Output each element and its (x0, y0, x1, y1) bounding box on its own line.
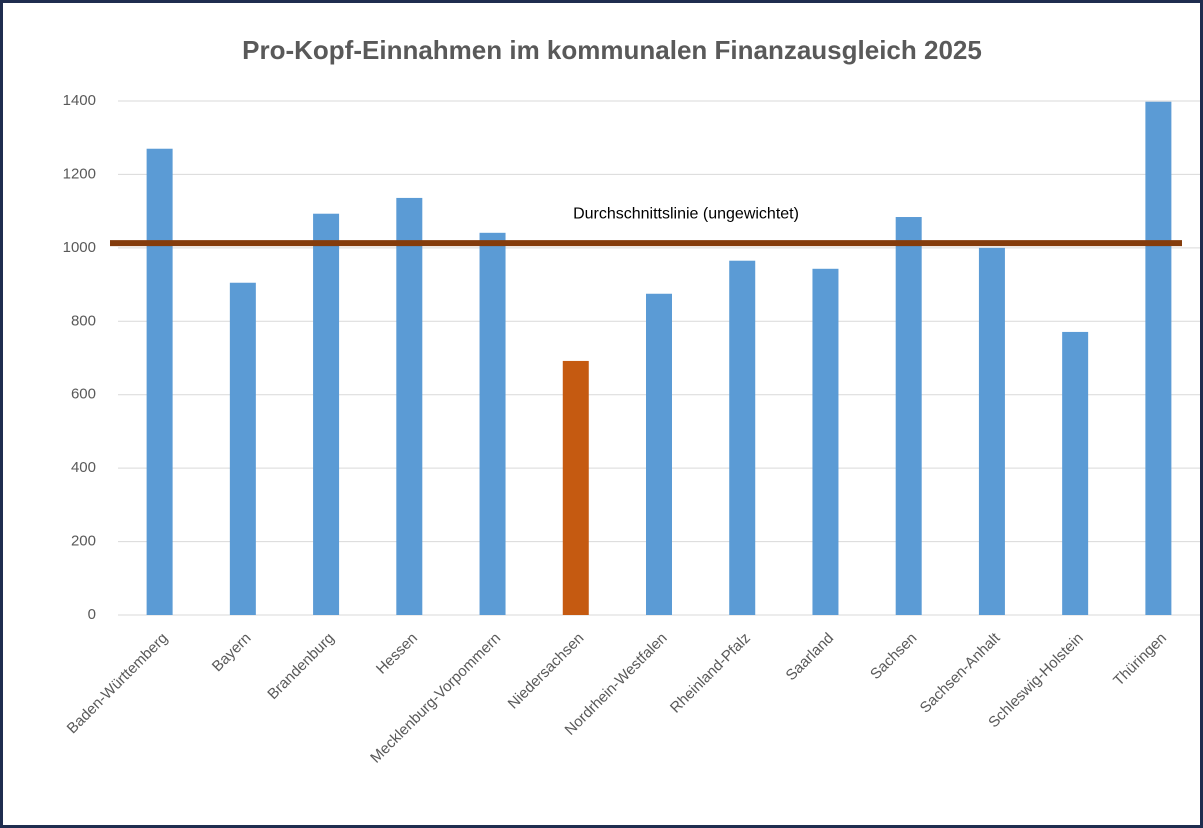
bar (729, 260, 756, 615)
y-tick-label: 600 (71, 386, 96, 403)
bar (646, 293, 672, 615)
y-tick-label: 200 (71, 533, 96, 550)
chart-title: Pro-Kopf-Einnahmen im kommunalen Finanza… (242, 35, 982, 65)
bar (396, 197, 423, 615)
bar (146, 148, 173, 615)
bar (1145, 101, 1172, 616)
y-tick-label: 800 (71, 312, 96, 329)
bar (812, 268, 839, 615)
y-tick-label: 0 (88, 606, 96, 623)
bar (895, 217, 922, 615)
y-tick-label: 1400 (63, 92, 96, 109)
bar (1062, 331, 1089, 615)
y-tick-label: 400 (71, 459, 96, 476)
y-tick-label: 1200 (63, 165, 96, 182)
bar (978, 247, 1005, 615)
bar (313, 213, 340, 615)
y-tick-label: 1000 (63, 239, 96, 256)
reference-label: Durchschnittslinie (ungewichtet) (573, 205, 799, 222)
bar (479, 232, 506, 615)
bar (229, 282, 256, 615)
bar (562, 360, 589, 615)
